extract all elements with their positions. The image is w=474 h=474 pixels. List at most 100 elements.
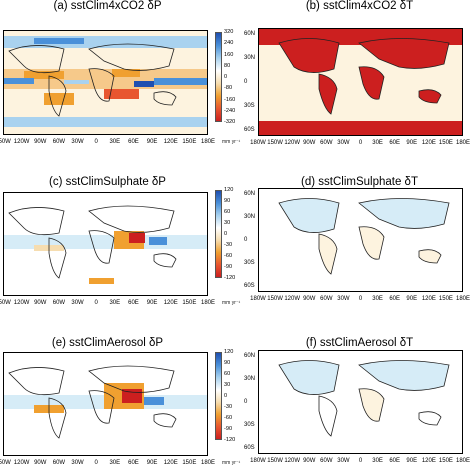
colorbar-tick-label: 120: [224, 187, 234, 193]
longitude-tick-label: 60E: [128, 300, 139, 306]
longitude-tick-label: 150W: [267, 458, 283, 464]
longitude-tick-label: 180E: [455, 296, 470, 302]
map-field: [4, 31, 207, 134]
longitude-tick-label: 0: [94, 139, 98, 145]
panel-title: (d) sstClimSulphate δT: [301, 176, 418, 188]
longitude-tick-label: 150E: [182, 139, 197, 145]
longitude-tick-label: 30E: [372, 296, 383, 302]
longitude-tick-label: 90E: [146, 460, 158, 466]
longitude-tick-label: 90E: [406, 140, 418, 146]
latitude-tick-label: 30S: [244, 260, 255, 266]
precip-map-4xco2: [3, 30, 208, 135]
precip-map-sulphate: [3, 192, 208, 296]
colorbar-tick-label: 30: [224, 382, 231, 388]
longitude-tick-label: 30W: [337, 458, 350, 464]
colorbar-a: [215, 32, 222, 122]
panel-title: (c) sstClimSulphate δP: [49, 176, 166, 188]
colorbar-tick-label: -120: [224, 275, 236, 281]
colorbar-tick-label: -30: [224, 242, 233, 248]
temperature-map-4xco2: [258, 28, 463, 136]
map-field: [4, 193, 207, 295]
colorbar-tick-label: -90: [224, 264, 233, 270]
colorbar-tick-label: 60: [224, 209, 231, 215]
longitude-tick-label: 60E: [128, 139, 139, 145]
longitude-tick-label: 120E: [163, 300, 178, 306]
latitude-tick-label: 60N: [244, 31, 256, 37]
longitude-tick-label: 120W: [13, 139, 30, 145]
colorbar-tick-label: 0: [224, 74, 228, 80]
longitude-tick-label: 60W: [320, 296, 333, 302]
colorbar-tick-label: -80: [224, 85, 233, 92]
longitude-tick-label: 120E: [163, 460, 178, 466]
longitude-tick-label: 90W: [34, 300, 47, 306]
map-field: [259, 351, 462, 453]
colorbar-tick-label: 160: [224, 51, 234, 58]
colorbar-tick-label: -90: [224, 426, 233, 432]
longitude-tick-label: 120W: [284, 458, 300, 464]
longitude-tick-label: 30E: [372, 458, 383, 464]
longitude-tick-label: 180W: [250, 140, 266, 146]
longitude-tick-label: 30E: [372, 140, 383, 146]
longitude-tick-label: 30W: [71, 139, 84, 145]
longitude-tick-label: 150W: [267, 296, 283, 302]
longitude-tick-label: 60E: [389, 296, 400, 302]
colorbar-tick-label: -30: [224, 404, 233, 410]
colorbar-unit-label: mm yr⁻¹: [222, 460, 241, 466]
longitude-tick-label: 120E: [163, 139, 178, 145]
longitude-tick-label: 30E: [109, 300, 121, 306]
latitude-tick-label: 0: [244, 237, 248, 243]
longitude-tick-label: 30E: [109, 139, 121, 145]
longitude-tick-label: 180E: [455, 140, 470, 146]
longitude-tick-label: 90E: [406, 458, 418, 464]
longitude-tick-label: 90W: [303, 458, 316, 464]
map-field: [4, 353, 207, 455]
longitude-tick-label: 150W: [0, 460, 11, 466]
colorbar-tick-label: -60: [224, 415, 233, 421]
longitude-tick-label: 30W: [71, 300, 84, 306]
colorbar-tick-label: 0: [224, 231, 228, 237]
colorbar-tick-label: -320: [224, 119, 236, 125]
longitude-tick-label: 120E: [421, 296, 436, 302]
longitude-tick-label: 90W: [34, 460, 47, 466]
panel-title: (b) sstClim4xCO2 δT: [305, 0, 414, 12]
longitude-tick-label: 120E: [421, 140, 436, 146]
longitude-tick-label: 90E: [146, 300, 158, 306]
colorbar-c: [215, 190, 222, 278]
colorbar-tick-label: 60: [224, 371, 231, 377]
longitude-tick-label: 30W: [71, 460, 84, 466]
longitude-tick-label: 180E: [455, 458, 470, 464]
colorbar-tick-label: 0: [224, 393, 228, 399]
colorbar-tick-label: 240: [224, 40, 234, 47]
colorbar-tick-label: -120: [224, 437, 236, 443]
longitude-tick-label: 60W: [52, 139, 66, 145]
longitude-tick-label: 90E: [406, 296, 418, 302]
longitude-tick-label: 180E: [200, 300, 215, 306]
longitude-tick-label: 90W: [303, 296, 316, 302]
longitude-tick-label: 90W: [34, 139, 47, 145]
longitude-tick-label: 0: [94, 460, 98, 466]
latitude-tick-label: 60S: [244, 283, 255, 289]
longitude-tick-label: 90E: [146, 139, 158, 145]
longitude-tick-label: 30W: [337, 140, 350, 146]
longitude-tick-label: 180E: [200, 139, 215, 145]
latitude-tick-label: 30N: [244, 376, 256, 382]
longitude-tick-label: 60W: [52, 300, 66, 306]
colorbar-e: [215, 352, 222, 440]
latitude-tick-label: 0: [244, 79, 248, 85]
longitude-tick-label: 150W: [267, 140, 283, 146]
longitude-tick-label: 60E: [389, 458, 400, 464]
longitude-tick-label: 180W: [250, 458, 266, 464]
latitude-tick-label: 0: [244, 399, 248, 405]
longitude-tick-label: 0: [358, 140, 363, 146]
colorbar-tick-label: 80: [224, 62, 231, 69]
longitude-tick-label: 90W: [303, 140, 316, 146]
colorbar-tick-label: 120: [224, 349, 234, 355]
longitude-tick-label: 120W: [13, 300, 30, 306]
latitude-tick-label: 30S: [244, 103, 255, 109]
colorbar-unit-label: mm yr⁻¹: [222, 300, 241, 306]
map-field: [259, 29, 462, 135]
longitude-tick-label: 120W: [284, 140, 300, 146]
longitude-tick-label: 150E: [182, 300, 197, 306]
longitude-tick-label: 120W: [13, 460, 30, 466]
latitude-tick-label: 60N: [244, 191, 256, 197]
